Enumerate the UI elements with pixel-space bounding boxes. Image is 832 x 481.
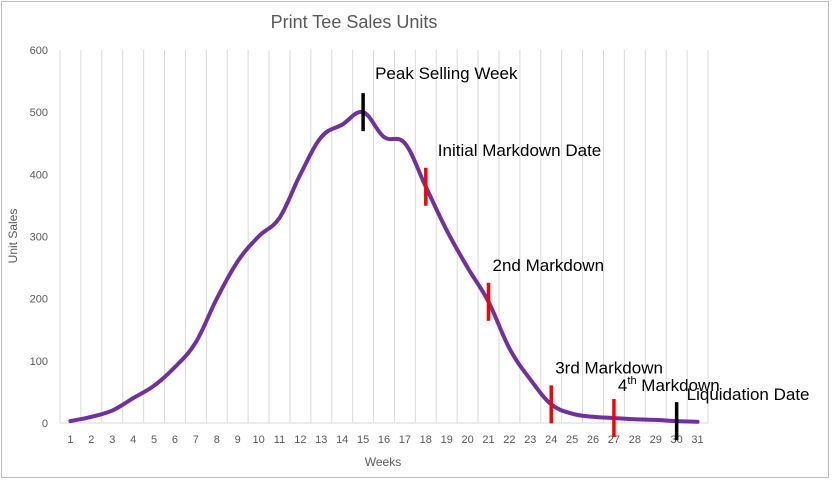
x-tick-label: 16 [378, 434, 390, 446]
x-tick-label: 6 [172, 434, 178, 446]
chart-title: Print Tee Sales Units [271, 12, 438, 32]
annotation-label: Liquidation Date [687, 385, 810, 404]
annotation-markers [361, 93, 679, 441]
x-tick-label: 18 [420, 434, 432, 446]
annotation-label: 3rd Markdown [555, 358, 663, 377]
series-line [68, 109, 700, 424]
series-lines [68, 109, 700, 424]
x-tick-label: 22 [503, 434, 515, 446]
y-axis-label: Unit Sales [6, 209, 20, 264]
x-tick-label: 8 [214, 434, 220, 446]
x-tick-label: 14 [336, 434, 348, 446]
annotation-labels: Peak Selling Week Initial Markdown Date 2n… [375, 64, 809, 404]
y-tick-label: 300 [30, 232, 48, 244]
y-tick-label: 100 [30, 356, 48, 368]
x-tick-label: 28 [629, 434, 641, 446]
x-tick-label: 4 [130, 434, 136, 446]
x-tick-label: 9 [235, 434, 241, 446]
x-tick-label: 13 [315, 434, 327, 446]
annotation-label: Peak Selling Week [375, 64, 518, 83]
x-tick-label: 12 [294, 434, 306, 446]
x-tick-label: 11 [274, 434, 285, 446]
x-tick-label: 24 [545, 434, 557, 446]
x-tick-label: 25 [566, 434, 578, 446]
x-tick-label: 10 [252, 434, 264, 446]
annotation-label: Initial Markdown Date [438, 141, 601, 160]
x-tick-label: 31 [691, 434, 703, 446]
x-tick-label: 2 [88, 434, 94, 446]
x-tick-label: 15 [357, 434, 369, 446]
x-tick-label: 17 [399, 434, 411, 446]
x-tick-label: 1 [67, 434, 73, 446]
y-tick-label: 500 [30, 107, 48, 119]
x-tick-label: 23 [524, 434, 536, 446]
x-tick-label: 5 [151, 434, 157, 446]
x-tick-label: 19 [441, 434, 453, 446]
y-tick-label: 200 [30, 294, 48, 306]
x-axis-label: Weeks [365, 455, 401, 469]
x-tick-label: 7 [193, 434, 199, 446]
grid-lines [59, 50, 709, 423]
x-tick-label: 26 [587, 434, 599, 446]
y-tick-label: 400 [30, 169, 48, 181]
y-tick-label: 600 [30, 45, 48, 57]
annotation-label: 4th Markdown [618, 375, 720, 395]
x-tick-label: 21 [482, 434, 494, 446]
annotation-label: 2nd Markdown [493, 256, 605, 275]
x-tick-label: 27 [608, 434, 620, 446]
y-tick-label: 0 [42, 418, 48, 430]
x-tick-label: 29 [650, 434, 662, 446]
x-tick-label: 20 [461, 434, 473, 446]
x-tick-label: 3 [109, 434, 115, 446]
